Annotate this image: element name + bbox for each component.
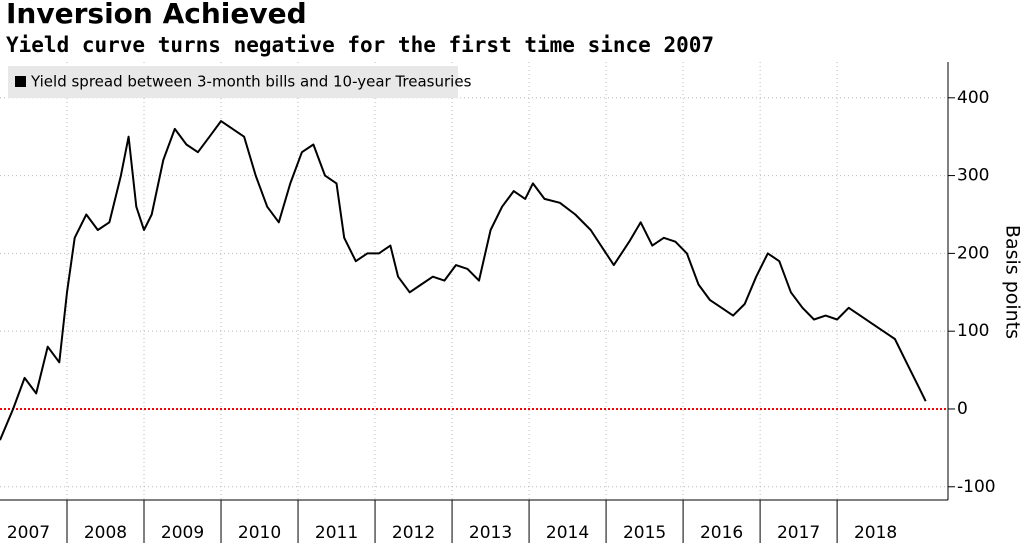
x-tick-label: 2008 <box>84 523 127 543</box>
x-tick-label: 2007 <box>7 523 50 543</box>
y-tick-label: 300 <box>957 166 989 186</box>
data-line <box>0 120 927 441</box>
chart-title: Inversion Achieved <box>6 0 307 30</box>
x-tick-label: 2013 <box>469 523 512 543</box>
x-tick-label: 2017 <box>777 523 820 543</box>
y-tick-label: 100 <box>957 321 989 341</box>
x-tick-label: 2010 <box>238 523 281 543</box>
x-tick-label: 2016 <box>700 523 743 543</box>
legend-box <box>8 66 458 98</box>
y-axis-label: Basis points <box>1002 225 1024 339</box>
x-tick-label: 2018 <box>854 523 897 543</box>
y-tick-label: 0 <box>957 399 968 419</box>
y-tick-label: 200 <box>957 243 989 263</box>
chart-subtitle: Yield curve turns negative for the first… <box>6 33 714 57</box>
x-tick-label: 2011 <box>315 523 358 543</box>
y-tick-label: -100 <box>957 477 996 497</box>
x-tick-label: 2014 <box>546 523 589 543</box>
x-tick-label: 2009 <box>161 523 204 543</box>
x-tick-label: 2015 <box>623 523 666 543</box>
x-tick-label: 2012 <box>392 523 435 543</box>
legend-label: Yield spread between 3-month bills and 1… <box>30 73 472 91</box>
legend-swatch <box>15 76 26 87</box>
y-tick-label: 400 <box>957 88 989 108</box>
